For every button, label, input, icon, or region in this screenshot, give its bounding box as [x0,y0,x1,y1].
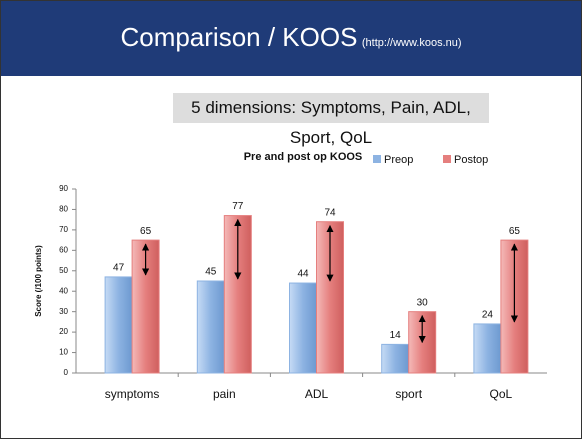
x-tick-label: ADL [305,387,329,401]
bar [289,282,317,374]
data-label: 65 [140,226,152,237]
bar [381,343,410,374]
y-tick-label: 0 [64,368,69,377]
x-tick-label: sport [395,387,422,401]
y-tick-label: 10 [59,348,68,357]
data-label: 47 [113,263,125,274]
bar [473,323,502,374]
legend-swatch [373,155,381,163]
bar [104,276,133,374]
data-label: 30 [417,297,429,308]
chart-title: Pre and post op KOOS [244,151,363,163]
y-tick-label: 30 [59,307,68,316]
y-tick-label: 60 [59,245,68,254]
data-label: 14 [390,330,402,341]
y-tick-label: 40 [59,286,68,295]
x-tick-label: symptoms [105,387,160,401]
data-label: 77 [232,201,244,212]
header-title: Comparison / KOOS [120,22,358,52]
data-label: 74 [324,207,336,218]
data-label: 65 [509,226,521,237]
y-tick-label: 20 [59,327,68,336]
y-tick-label: 50 [59,266,68,275]
legend-label: Preop [384,154,413,166]
legend-swatch [443,155,451,163]
subtitle-box: 5 dimensions: Symptoms, Pain, ADL, Sport… [173,93,489,147]
y-tick-label: 90 [59,184,68,193]
y-tick-label: 70 [59,225,68,234]
x-tick-label: QoL [490,387,513,401]
header-url: (http://www.koos.nu) [361,37,462,49]
header: Comparison / KOOS (http://www.koos.nu) [1,1,581,76]
x-tick-label: pain [213,387,236,401]
data-label: 24 [482,310,494,321]
bar [196,280,225,374]
y-tick-label: 80 [59,205,68,214]
data-label: 44 [297,269,309,280]
legend-label: Postop [454,154,488,166]
y-axis-label: Score (/100 points) [34,245,43,317]
data-label: 45 [205,267,217,278]
